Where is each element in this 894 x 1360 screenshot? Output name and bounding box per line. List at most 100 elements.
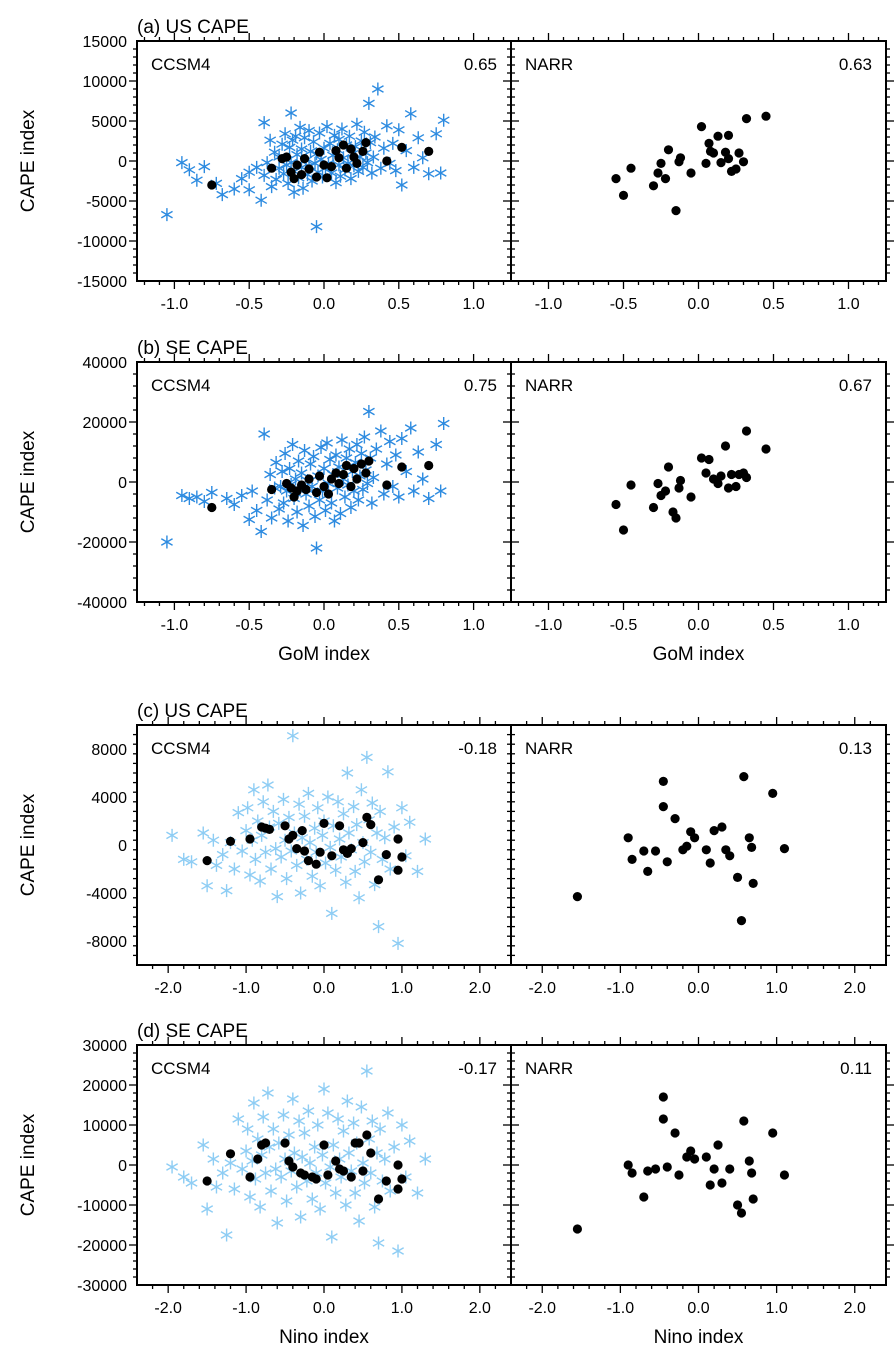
dot-point <box>648 181 659 191</box>
asterisk-point <box>270 456 283 469</box>
asterisk-point <box>407 160 420 174</box>
asterisk-point <box>277 792 290 806</box>
dot-series <box>572 1092 790 1234</box>
dot-point <box>292 844 302 854</box>
dot-point <box>572 892 583 902</box>
x-tick-label: 0.0 <box>687 296 709 313</box>
dot-point <box>704 454 714 465</box>
asterisk-point <box>381 1106 394 1120</box>
asterisk-point <box>207 833 220 847</box>
asterisk-point <box>313 126 326 140</box>
dot-point <box>682 841 692 851</box>
asterisk-point <box>325 906 338 920</box>
dot-point <box>253 1154 263 1164</box>
dot-point <box>725 851 735 861</box>
asterisk-point <box>389 448 402 462</box>
asterisk-point <box>324 136 336 150</box>
asterisk-point <box>392 936 405 950</box>
panel-frame <box>136 1044 512 1286</box>
asterisk-point <box>295 466 308 480</box>
x-tick-label: 2.0 <box>469 980 491 997</box>
asterisk-point <box>210 858 223 872</box>
x-axis-label: Nino index <box>279 1327 369 1348</box>
dot-point <box>650 846 661 856</box>
y-tick-label: 4000 <box>91 790 127 807</box>
model-panel: -1.0 -0.5 0.0 0.5 1.0 CCSM4 0.75 GoM index <box>129 354 519 665</box>
asterisk-point <box>261 1086 274 1100</box>
x-axis: -2.0 -1.0 0.0 1.0 2.0 <box>151 717 497 997</box>
dot-point <box>303 856 314 866</box>
asterisk-point <box>422 167 435 181</box>
dot-point <box>709 826 719 836</box>
x-tick-label: -1.0 <box>607 980 635 997</box>
dot-point <box>701 1152 711 1162</box>
dot-point <box>361 138 371 148</box>
asterisk-point <box>355 783 368 797</box>
asterisk-point <box>258 116 271 130</box>
asterisk-point <box>419 1152 432 1166</box>
dot-point <box>709 1164 719 1174</box>
asterisk-point <box>220 492 233 505</box>
asterisk-point <box>350 818 363 832</box>
asterisk-point <box>370 442 383 456</box>
x-tick-label: -2.0 <box>154 1300 182 1317</box>
x-tick-label: 1.0 <box>837 296 859 313</box>
dot-point <box>338 469 349 480</box>
dot-point <box>289 174 299 184</box>
correlation-value: 0.67 <box>839 376 872 395</box>
dot-point <box>397 852 407 862</box>
dot-point <box>686 168 696 178</box>
y-tick-label: 40000 <box>83 355 128 372</box>
obs-panel: -2.0 -1.0 0.0 1.0 2.0 NARR 0.11 Nino index <box>503 1037 894 1348</box>
asterisk-point <box>372 1236 385 1250</box>
y-tick-label: -4000 <box>86 886 127 903</box>
asterisk-point <box>255 193 268 207</box>
asterisk-point <box>307 135 320 149</box>
asterisk-point <box>303 124 316 138</box>
asterisk-point <box>288 185 301 199</box>
asterisk-point <box>265 511 278 525</box>
dot-point <box>623 833 633 843</box>
asterisk-point <box>434 166 447 180</box>
asterisk-point <box>308 821 321 835</box>
asterisk-point <box>236 1162 249 1176</box>
obs-panel: -1.0 -0.5 0.0 0.5 1.0 NARR 0.67 GoM index <box>503 354 894 665</box>
asterisk-point <box>254 1200 267 1214</box>
asterisk-point <box>372 920 385 934</box>
dot-point <box>319 818 329 829</box>
y-axis <box>503 48 894 274</box>
x-tick-label: 0.0 <box>687 617 709 634</box>
asterisk-point <box>259 1166 272 1180</box>
dot-point <box>202 1176 212 1186</box>
dot-point <box>653 168 663 178</box>
asterisk-point <box>334 507 347 520</box>
asterisk-point <box>367 150 380 164</box>
asterisk-point <box>286 729 299 743</box>
asterisk-point <box>232 806 245 820</box>
dot-point <box>311 859 321 869</box>
dot-point <box>362 812 372 823</box>
dot-series <box>572 772 790 926</box>
correlation-value: 0.75 <box>464 376 497 395</box>
asterisk-point <box>276 137 289 151</box>
asterisk-point <box>207 1152 220 1166</box>
asterisk-point <box>352 493 365 507</box>
asterisk-point <box>177 852 190 866</box>
scatter-marks <box>572 1092 790 1234</box>
dot-point <box>373 1194 384 1204</box>
y-tick-label: 0 <box>118 154 127 171</box>
dot-point <box>304 164 314 174</box>
asterisk-point <box>304 457 317 471</box>
asterisk-point <box>395 178 408 192</box>
dot-point <box>660 174 671 184</box>
dot-point <box>282 152 292 162</box>
asterisk-point <box>257 795 270 809</box>
asterisk-point <box>296 1150 309 1164</box>
dot-point <box>299 846 310 856</box>
asterisk-point <box>422 492 435 505</box>
dot-point <box>660 486 671 496</box>
asterisk-point <box>403 1134 416 1148</box>
asterisk-point <box>282 1128 295 1142</box>
x-tick-label: -1.0 <box>232 1300 260 1317</box>
y-tick-label: 0 <box>118 838 127 855</box>
